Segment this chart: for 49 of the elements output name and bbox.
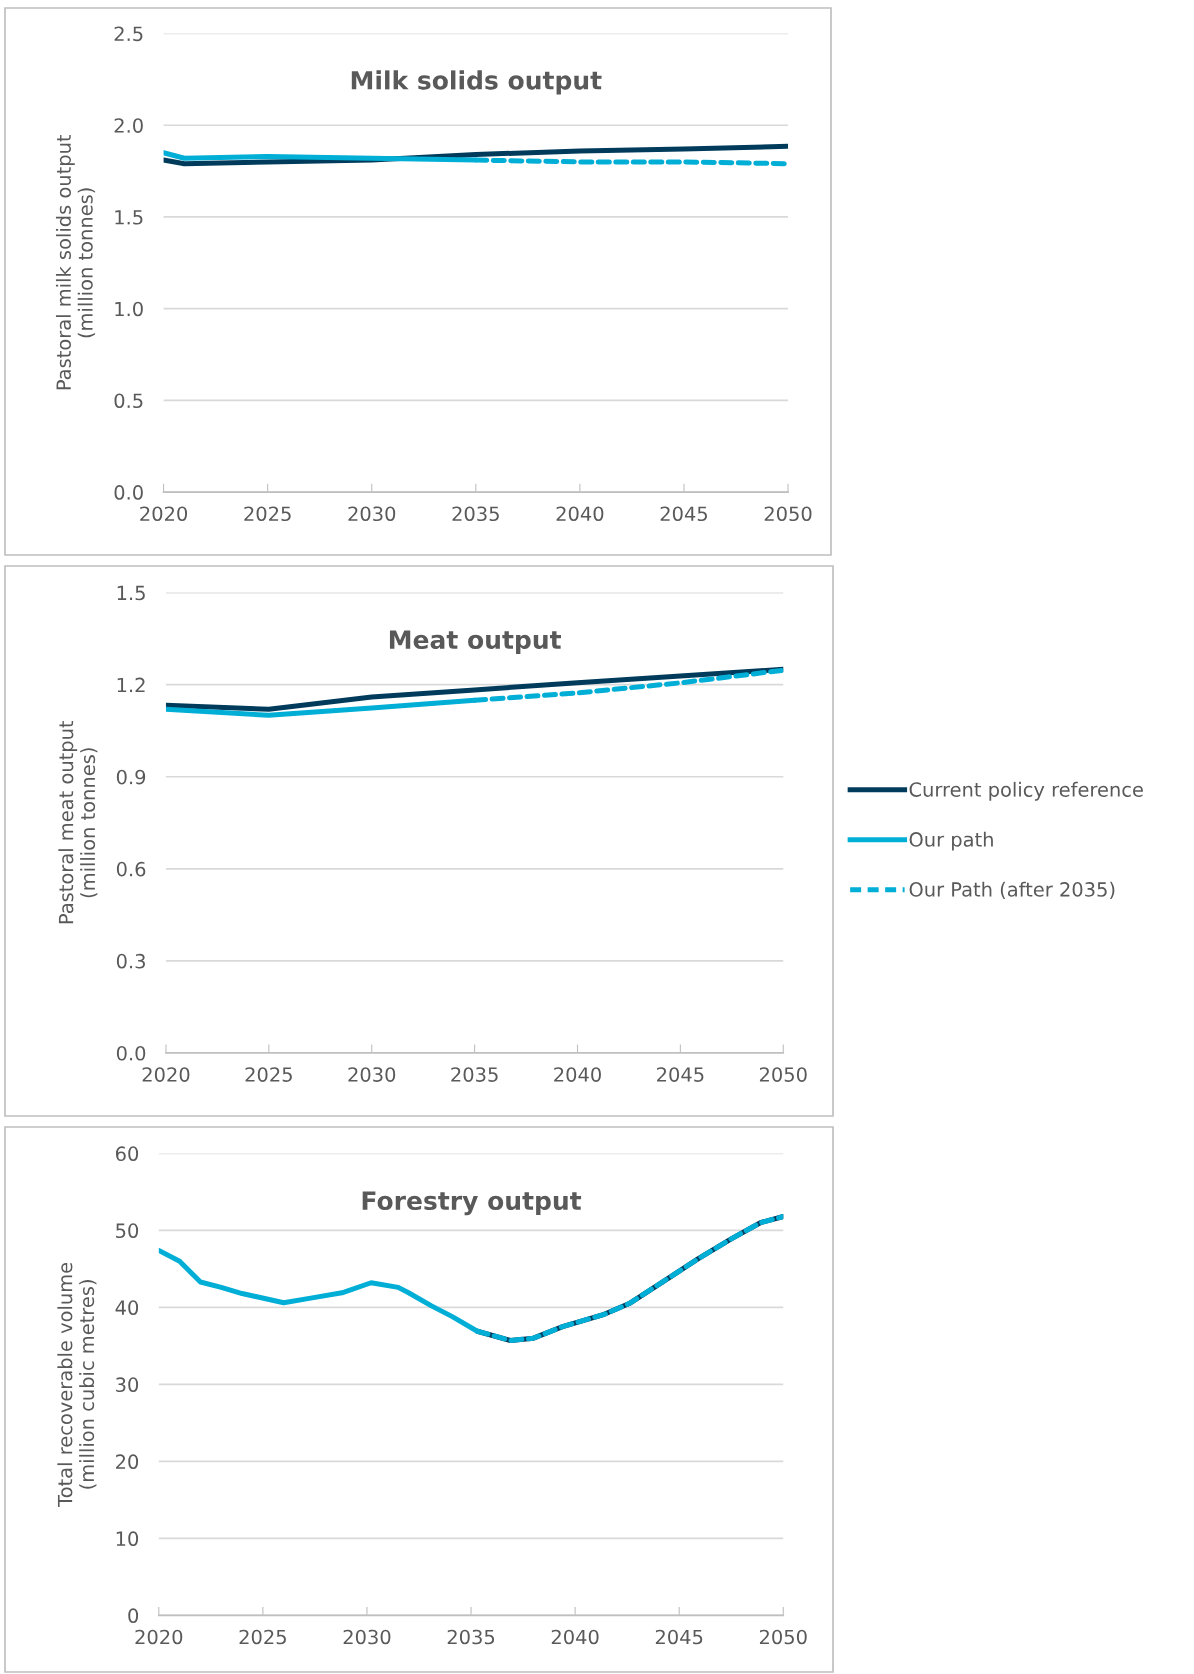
y-tick-label: 50 xyxy=(116,1223,139,1239)
x-tick-label: 2025 xyxy=(244,506,291,522)
y-tick-label: 1.2 xyxy=(117,677,145,693)
x-tick-label: 2020 xyxy=(135,1629,183,1645)
x-tick-label: 2050 xyxy=(764,506,812,522)
y-tick-label: 0.0 xyxy=(116,1045,146,1061)
y-tick-label: 0.3 xyxy=(116,953,145,969)
legend-label: Current policy reference xyxy=(909,781,1143,801)
x-tick-label: 2040 xyxy=(554,1067,601,1082)
legend-label: Our path xyxy=(909,831,993,851)
y-tick-label: 1.5 xyxy=(115,210,143,225)
x-tick-label: 2045 xyxy=(655,1629,703,1645)
y-tick-label: 2.5 xyxy=(114,26,143,42)
y-axis-title: Total recoverable volume (million cubic metres) xyxy=(57,1262,97,1507)
x-tick-label: 2020 xyxy=(140,506,188,522)
y-tick-label: 0.9 xyxy=(116,769,146,785)
text: Forestry output xyxy=(362,1191,582,1216)
x-tick-label: 2030 xyxy=(343,1629,391,1645)
y-tick-label: 0.5 xyxy=(114,393,143,409)
y-tick-label: 1.0 xyxy=(115,301,143,317)
y-tick-label: 30 xyxy=(116,1377,139,1393)
y-tick-label: 40 xyxy=(115,1300,139,1316)
y-tick-label: 0 xyxy=(128,1608,139,1624)
y-tick-label: 10 xyxy=(116,1531,139,1547)
x-tick-label: 2045 xyxy=(660,506,708,522)
text: Milk solids output xyxy=(351,70,602,95)
text: Meat output xyxy=(389,630,562,654)
x-tick-label: 2040 xyxy=(551,1629,599,1645)
x-tick-label: 2025 xyxy=(245,1067,292,1082)
x-tick-label: 2040 xyxy=(556,506,604,522)
x-tick-label: 2035 xyxy=(452,506,499,522)
y-axis-title: Pastoral meat output (million tonnes) xyxy=(58,720,98,924)
y-tick-label: 0.0 xyxy=(114,485,143,500)
x-tick-label: 2030 xyxy=(348,1067,396,1082)
y-tick-label: 1.5 xyxy=(117,585,145,601)
legend-label: Our Path (after 2035) xyxy=(909,881,1115,900)
x-tick-label: 2030 xyxy=(348,506,396,522)
y-tick-label: 0.6 xyxy=(116,861,146,877)
y-axis-title: Pastoral milk solids output (million tonnes) xyxy=(55,134,96,390)
x-tick-label: 2020 xyxy=(142,1067,190,1082)
x-tick-label: 2035 xyxy=(451,1067,498,1082)
y-tick-label: 60 xyxy=(115,1146,139,1162)
x-tick-label: 2025 xyxy=(239,1629,286,1645)
x-tick-label: 2045 xyxy=(657,1067,704,1082)
y-tick-label: 2.0 xyxy=(114,118,143,133)
x-tick-label: 2050 xyxy=(759,1629,807,1645)
x-tick-label: 2035 xyxy=(447,1629,495,1645)
x-tick-label: 2050 xyxy=(759,1067,807,1082)
y-tick-label: 20 xyxy=(116,1454,139,1470)
